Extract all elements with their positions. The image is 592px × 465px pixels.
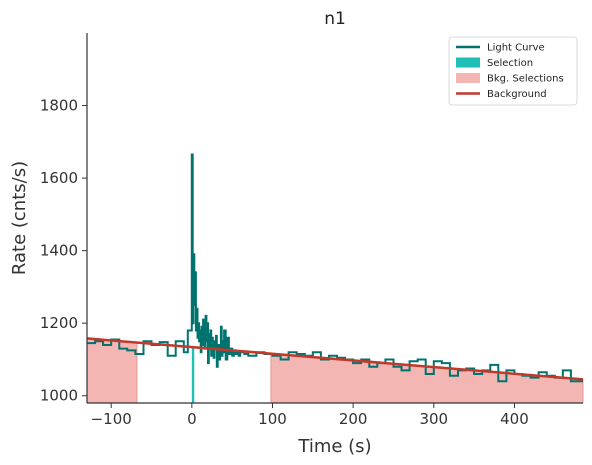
light-curve-series (87, 153, 583, 383)
x-tick-label: 400 (500, 410, 529, 428)
legend-label: Background (487, 89, 547, 100)
legend: Light Curve Selection Bkg. Selections Backg… (448, 36, 578, 106)
x-ticks: −100 0 100 200 300 400 (91, 403, 529, 428)
y-tick-label: 1400 (40, 242, 78, 260)
y-tick-label: 1000 (40, 387, 78, 405)
x-tick-label: −100 (91, 410, 132, 428)
legend-swatch (456, 73, 480, 83)
light-curve-layer (87, 153, 583, 383)
bkg-selection-region-1 (86, 337, 138, 404)
selection-region (191, 347, 195, 403)
x-tick-label: 300 (419, 410, 448, 428)
x-tick-label: 200 (339, 410, 368, 428)
x-tick-label: 0 (187, 410, 197, 428)
background-fit-line (86, 337, 584, 381)
legend-label: Bkg. Selections (487, 74, 564, 85)
legend-label: Light Curve (487, 43, 545, 54)
background-layer (86, 337, 584, 381)
legend-label: Selection (487, 58, 533, 69)
x-axis-label: Time (s) (297, 436, 371, 457)
y-axis-label: Rate (cnts/s) (9, 161, 30, 275)
y-tick-label: 1800 (40, 97, 78, 115)
x-tick-label: 100 (258, 410, 287, 428)
y-tick-label: 1600 (40, 169, 78, 187)
legend-entries: Light Curve Selection Bkg. Selections Backg… (456, 43, 564, 100)
chart-title: n1 (324, 9, 346, 29)
y-tick-label: 1200 (40, 314, 78, 332)
legend-swatch (456, 57, 480, 68)
y-ticks: 1000 1200 1400 1600 1800 (40, 97, 87, 405)
selection-layer (191, 347, 195, 403)
plot-area (86, 153, 584, 404)
axes: −100 0 100 200 300 400 1000 1200 1400 1600 1800 (40, 33, 583, 428)
legend-frame (448, 36, 578, 106)
